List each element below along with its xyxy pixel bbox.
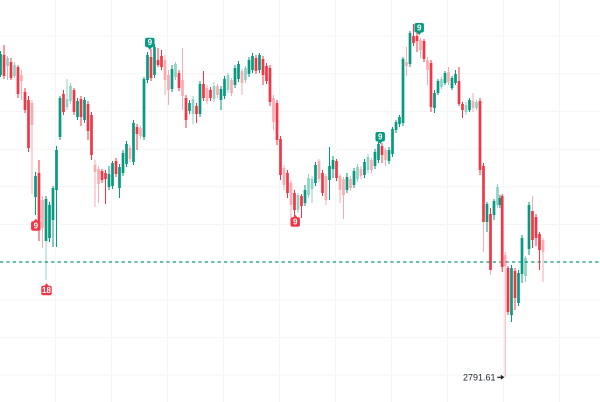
svg-text:9: 9 <box>293 218 298 227</box>
svg-text:9: 9 <box>417 23 422 32</box>
svg-text:18: 18 <box>42 286 51 295</box>
svg-text:9: 9 <box>378 132 383 141</box>
svg-text:2791.61: 2791.61 <box>463 373 496 383</box>
svg-text:9: 9 <box>34 222 39 231</box>
svg-text:9: 9 <box>148 38 153 47</box>
